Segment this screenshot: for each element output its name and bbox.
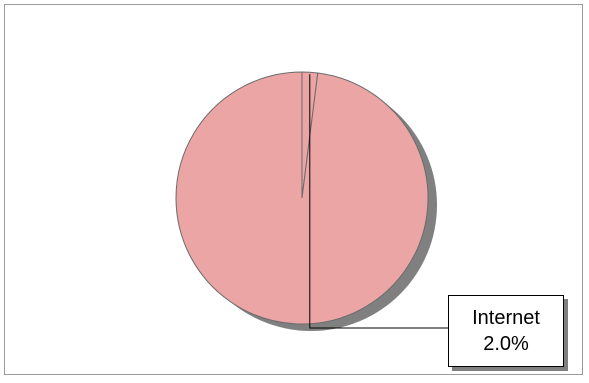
slice-percent: 2.0% bbox=[483, 333, 529, 355]
pie-group bbox=[175, 71, 437, 331]
leader-line bbox=[309, 74, 448, 329]
pie-slice-other bbox=[175, 71, 429, 325]
data-label-internet: Internet 2.0% bbox=[448, 295, 564, 367]
slice-label: Internet bbox=[472, 307, 540, 329]
